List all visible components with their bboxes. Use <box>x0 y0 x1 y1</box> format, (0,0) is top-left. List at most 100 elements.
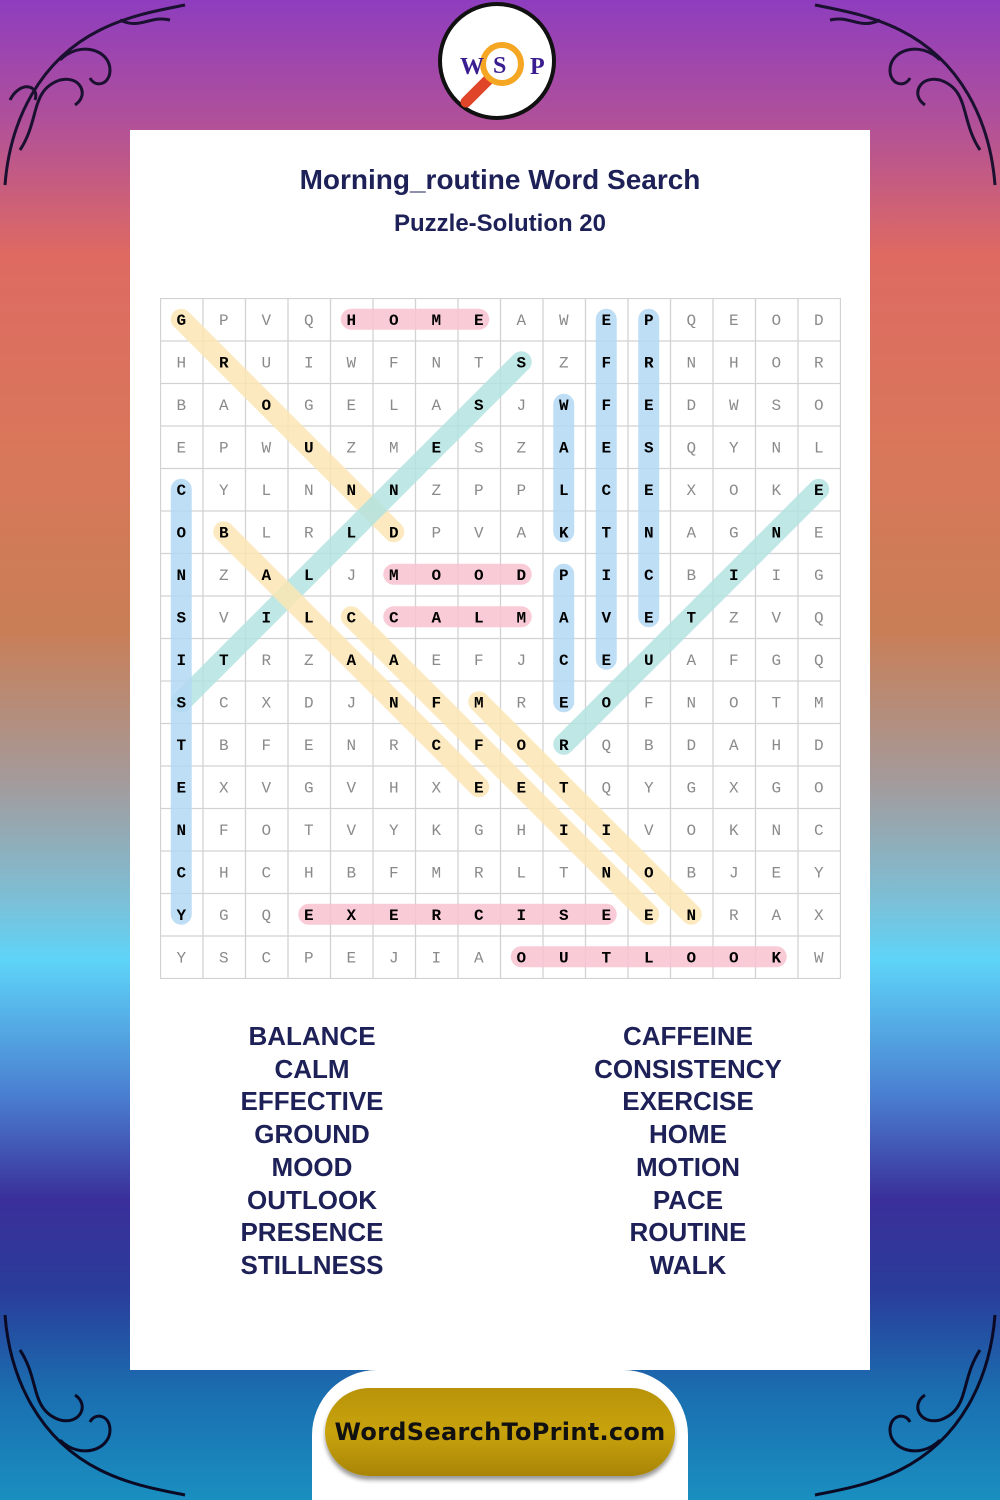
grid-letter: C <box>346 609 356 627</box>
grid-letter: L <box>474 609 484 627</box>
grid-letter: T <box>474 354 484 372</box>
grid-letter: E <box>601 652 611 670</box>
grid-letter: H <box>516 822 526 840</box>
grid-letter: E <box>771 864 781 882</box>
grid-letter: E <box>601 312 611 330</box>
grid-letter: E <box>644 482 654 500</box>
grid-letter: E <box>644 609 654 627</box>
grid-letter: S <box>644 439 654 457</box>
grid-letter: R <box>219 354 229 372</box>
grid-letter: A <box>431 397 441 415</box>
grid-letter: V <box>346 822 356 840</box>
grid-letter: O <box>729 482 739 500</box>
grid-letter: H <box>389 779 399 797</box>
grid-letter: F <box>729 652 739 670</box>
grid-letter: R <box>644 354 654 372</box>
grid-letter: N <box>686 694 696 712</box>
word-list-item: MOOD <box>271 1151 353 1182</box>
grid-letter: A <box>474 949 484 967</box>
grid-letter: H <box>729 354 739 372</box>
grid-letter: W <box>261 439 271 457</box>
grid-letter: W <box>346 354 356 372</box>
grid-letter: E <box>474 779 484 797</box>
grid-letter: T <box>601 949 611 967</box>
grid-letter: A <box>771 907 781 925</box>
grid-letter: M <box>431 864 441 882</box>
grid-letter: O <box>389 312 399 330</box>
grid-letter: I <box>176 652 186 670</box>
grid-letter: E <box>304 737 314 755</box>
grid-letter: G <box>304 779 314 797</box>
grid-letter: G <box>771 779 781 797</box>
word-list-item: BALANCE <box>248 1021 376 1051</box>
grid-letter: L <box>559 482 569 500</box>
grid-letter: X <box>814 907 824 925</box>
grid-letter: M <box>431 312 441 330</box>
grid-letter: B <box>176 397 186 415</box>
grid-letter: X <box>219 779 229 797</box>
grid-letter: K <box>771 482 781 500</box>
grid-letter: O <box>261 397 271 415</box>
grid-letter: U <box>304 439 314 457</box>
grid-letter: O <box>771 354 781 372</box>
grid-letter: N <box>304 482 314 500</box>
grid-letter: A <box>346 652 356 670</box>
word-list-item: EFFECTIVE <box>240 1086 384 1117</box>
grid-letter: E <box>601 907 611 925</box>
grid-letter: R <box>516 694 526 712</box>
grid-letter: T <box>559 779 569 797</box>
grid-letter: R <box>814 354 824 372</box>
grid-letter: Y <box>729 439 739 457</box>
grid-letter: B <box>686 567 696 585</box>
site-badge[interactable]: WordSearchToPrint.com <box>325 1388 675 1476</box>
grid-letter: M <box>474 694 484 712</box>
grid-letter: I <box>601 822 611 840</box>
grid-letter: E <box>346 397 356 415</box>
grid-letter: I <box>516 907 526 925</box>
grid-letter: O <box>686 949 696 967</box>
svg-text:S: S <box>493 53 506 79</box>
grid-letter: E <box>559 694 569 712</box>
grid-letter: D <box>686 737 696 755</box>
grid-letter: Q <box>304 312 314 330</box>
grid-letter: M <box>389 567 399 585</box>
grid-letter: Q <box>601 779 611 797</box>
grid-letter: A <box>219 397 229 415</box>
solution-highlight-stillness <box>170 351 532 713</box>
grid-letter: T <box>686 609 696 627</box>
grid-letter: E <box>814 524 824 542</box>
grid-letter: E <box>389 907 399 925</box>
grid-letter: W <box>814 949 824 967</box>
site-name: WordSearchToPrint.com <box>334 1418 666 1446</box>
grid-letter: F <box>219 822 229 840</box>
word-list-item: STILLNESS <box>240 1249 384 1280</box>
grid-letter: C <box>176 482 186 500</box>
grid-letter: V <box>261 312 271 330</box>
grid-letter: W <box>729 397 739 415</box>
grid-letter: K <box>431 822 441 840</box>
grid-letter: T <box>771 694 781 712</box>
grid-letter: I <box>771 567 781 585</box>
grid-letter: D <box>304 694 314 712</box>
grid-letter: T <box>304 822 314 840</box>
grid-letter: H <box>346 312 356 330</box>
grid-letter: P <box>644 312 654 330</box>
grid-letter: A <box>686 652 696 670</box>
grid-letter: P <box>559 567 569 585</box>
grid-letter: F <box>389 864 399 882</box>
grid-letter: N <box>644 524 654 542</box>
grid-letter: C <box>559 652 569 670</box>
grid-letter: S <box>516 354 526 372</box>
puzzle-subtitle: Puzzle-Solution 20 <box>393 210 606 237</box>
ornament-bottom-left <box>3 1314 186 1497</box>
word-list-item: PACE <box>652 1184 724 1215</box>
grid-letter: S <box>219 949 229 967</box>
grid-letter: P <box>431 524 441 542</box>
word-list-right: CAFFEINE CONSISTENCY EXERCISE HOME MOTION PAC… <box>538 1020 838 1282</box>
grid-letter: N <box>389 482 399 500</box>
grid-letter: C <box>261 864 271 882</box>
grid-letter: T <box>559 864 569 882</box>
grid-letter: A <box>516 524 526 542</box>
grid-letter: B <box>686 864 696 882</box>
svg-text:P: P <box>530 54 545 80</box>
